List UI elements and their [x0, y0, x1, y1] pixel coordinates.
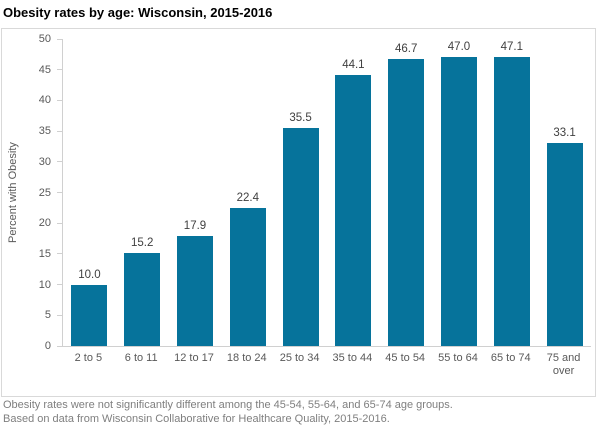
value-label: 44.1: [342, 59, 365, 72]
bar-slot: 17.9: [169, 39, 222, 346]
bar-slot: 33.1: [538, 39, 591, 346]
value-label: 10.0: [78, 268, 101, 281]
x-tick-label: 65 to 74: [490, 352, 531, 364]
bar: [440, 57, 477, 346]
x-tick-label: 75 and over: [546, 352, 581, 377]
y-tick-mark: [57, 130, 62, 132]
bar: [124, 252, 161, 346]
y-tick-label: 20: [38, 217, 51, 230]
y-tick-label: 5: [44, 309, 51, 322]
value-label: 33.1: [553, 126, 576, 139]
y-tick-mark: [57, 69, 62, 71]
x-axis-labels: 2 to 5 6 to 11 12 to 17 18 to 24 25 to 34 35 …: [62, 352, 590, 378]
x-tick-label: 18 to 24: [226, 352, 267, 364]
bar: [282, 128, 319, 346]
bar: [71, 284, 108, 346]
y-tick-mark: [57, 222, 62, 224]
bar-slot: 46.7: [380, 39, 433, 346]
bar: [335, 75, 372, 346]
x-tick-label: 45 to 54: [385, 352, 426, 364]
y-tick-mark: [57, 161, 62, 163]
chart-title: Obesity rates by age: Wisconsin, 2015-20…: [3, 5, 273, 20]
y-tick-label: 0: [44, 340, 51, 352]
x-tick-label: 35 to 44: [332, 352, 373, 364]
footnote-line-2: Based on data from Wisconsin Collaborati…: [3, 412, 390, 425]
value-label: 46.7: [394, 43, 418, 56]
value-label: 22.4: [236, 192, 259, 205]
x-tick-label: 2 to 5: [74, 352, 103, 364]
footnote: Obesity rates were not significantly dif…: [3, 399, 453, 426]
value-label: 17.9: [183, 220, 207, 233]
y-tick-label: 40: [38, 94, 51, 107]
y-tick-label: 25: [38, 186, 51, 199]
y-tick-label: 15: [38, 247, 51, 260]
y-axis: 0 5 10 15 20 25 30 35 40 45 50: [2, 33, 62, 352]
y-tick-label: 50: [38, 33, 51, 45]
y-tick-mark: [57, 314, 62, 316]
bar: [546, 142, 583, 346]
chart-area: Percent with Obesity 0 5 10 15 20 25 30 35 40 45 5…: [1, 28, 596, 397]
y-tick-mark: [57, 284, 62, 286]
x-tick-label: 55 to 64: [438, 352, 478, 364]
y-tick-mark: [57, 99, 62, 101]
x-tick-label: 25 to 34: [279, 352, 320, 364]
bar-slot: 44.1: [327, 39, 380, 346]
plot-area: 10.0 15.2 17.9 22.4 35.5 44.1 46.7 47.0 47.1 33.1: [62, 39, 591, 347]
bar-slot: 35.5: [274, 39, 327, 346]
bar: [493, 56, 530, 346]
value-label: 35.5: [289, 112, 312, 125]
footnote-line-1: Obesity rates were not significantly dif…: [3, 399, 453, 411]
bar: [176, 236, 213, 346]
value-label: 47.1: [500, 40, 523, 53]
y-tick-label: 30: [38, 155, 51, 168]
x-tick-label: 6 to 11: [124, 352, 158, 364]
bar-slot: 47.1: [485, 39, 538, 346]
y-tick-mark: [57, 345, 62, 347]
y-tick-label: 35: [38, 125, 51, 138]
value-label: 47.0: [447, 41, 471, 54]
bar-slot: 22.4: [221, 39, 274, 346]
y-tick-mark: [57, 253, 62, 255]
x-tick-label: 12 to 17: [174, 352, 214, 364]
bar: [229, 208, 266, 346]
value-label: 15.2: [131, 236, 154, 249]
y-tick-label: 45: [38, 63, 51, 76]
y-tick-mark: [57, 192, 62, 193]
bar-slot: 47.0: [433, 39, 486, 346]
y-tick-label: 10: [38, 278, 51, 291]
bar: [388, 59, 425, 346]
bar-slot: 10.0: [63, 39, 116, 346]
bar-slot: 15.2: [116, 39, 169, 346]
y-tick-mark: [57, 38, 62, 40]
